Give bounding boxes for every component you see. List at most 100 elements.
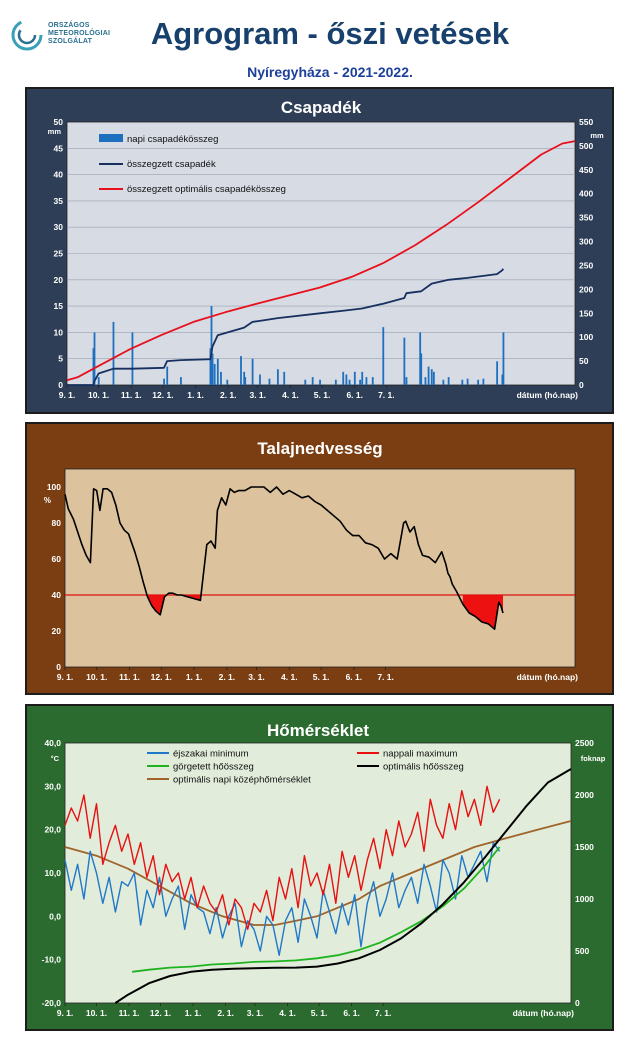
- chart-title: Hőmérséklet: [267, 721, 369, 740]
- legend-label: összegzett optimális csapadékösszeg: [127, 184, 286, 195]
- x-tick-label: 11. 1.: [119, 1008, 140, 1018]
- optimal-cumulative-line: [66, 140, 576, 382]
- precip-bar: [251, 358, 254, 385]
- legend-label: éjszakai minimum: [173, 749, 249, 760]
- x-tick-label: 2. 1.: [217, 1008, 234, 1018]
- y2-tick-label: 500: [579, 141, 593, 151]
- y-tick-label: 20,0: [44, 825, 61, 835]
- precip-bar: [419, 332, 422, 385]
- legend-swatch-daily: [99, 134, 123, 142]
- y-tick-label: 0: [56, 662, 61, 672]
- precip-bar: [216, 358, 219, 385]
- precip-bar: [311, 377, 314, 385]
- x-tick-label: 4. 1.: [282, 390, 299, 400]
- precip-bar: [240, 356, 242, 385]
- legend-label: összegzett csapadék: [127, 159, 216, 170]
- y2-tick-label: 500: [575, 946, 589, 956]
- precip-bar: [97, 377, 100, 385]
- y-tick-label: 35: [54, 196, 64, 206]
- y2-tick-label: 2000: [575, 790, 594, 800]
- precip-bar: [276, 369, 279, 385]
- precip-bar: [382, 327, 385, 385]
- temperature-chart: Hőmérséklet 9. 1. 10. 1. 11. 1. 12. 1. 1. 1. 2…: [42, 721, 606, 1018]
- optimal-daily-mean-line: [64, 820, 572, 926]
- y-tick-label: 30,0: [44, 781, 61, 791]
- precip-bar: [268, 378, 271, 385]
- precip-bar: [131, 332, 134, 385]
- x-tick-label: 1. 1.: [185, 1008, 202, 1018]
- x-tick-label: 2. 1.: [219, 672, 236, 682]
- x-tick-label: 7. 1.: [377, 672, 394, 682]
- x-tick-label: 3. 1.: [248, 672, 265, 682]
- x-tick-label: 9. 1.: [57, 672, 74, 682]
- y2-tick-label: 150: [579, 308, 593, 318]
- x-tick-label: 5. 1.: [311, 1008, 328, 1018]
- precip-bar: [93, 332, 96, 385]
- soil-moisture-line: [64, 486, 504, 630]
- precip-bar: [226, 379, 229, 385]
- precip-bar: [180, 377, 182, 385]
- precip-bar: [210, 306, 213, 385]
- logo-icon: [11, 19, 43, 51]
- precip-bar: [166, 366, 169, 385]
- y-tick-label: 5: [58, 354, 63, 364]
- precipitation-panel: Csapadék 9. 1. 10. 1. 11. 1. 12. 1. 1. 1. 2. 1…: [25, 87, 614, 414]
- legend-label: optimális napi középhőmérséklet: [173, 775, 311, 786]
- y-tick-label: 10,0: [44, 868, 61, 878]
- x-tick-label: 1. 1.: [187, 390, 204, 400]
- precip-bar: [92, 348, 95, 385]
- y-tick-label: 60: [52, 554, 62, 564]
- y-tick-label: -10,0: [42, 955, 62, 965]
- x-axis-unit-label: dátum (hó.nap): [513, 1008, 575, 1018]
- soil-moisture-chart: Talajnedvesség 9. 1. 10. 1. 11. 1. 12. 1. 1. …: [44, 439, 578, 682]
- precip-bar: [112, 321, 115, 385]
- y-tick-label: 40: [52, 590, 62, 600]
- y-axis-unit: mm: [48, 127, 62, 136]
- precip-bar: [442, 379, 445, 385]
- page-subtitle: Nyíregyháza - 2021-2022.: [247, 64, 413, 80]
- y-tick-label: 80: [52, 518, 62, 528]
- precip-bar: [283, 371, 286, 385]
- precip-bar: [371, 377, 374, 385]
- precip-bar: [211, 353, 214, 385]
- precip-bar: [477, 379, 480, 385]
- plot-area: [64, 468, 576, 668]
- x-tick-label: 4. 1.: [279, 1008, 296, 1018]
- x-tick-label: 10. 1.: [88, 390, 109, 400]
- y2-axis-unit: mm: [590, 131, 604, 140]
- legend-label: napi csapadékösszeg: [127, 134, 218, 145]
- temperature-panel: Hőmérséklet 9. 1. 10. 1. 11. 1. 12. 1. 1. 1. 2…: [25, 704, 614, 1031]
- y-tick-label: 45: [54, 143, 64, 153]
- x-tick-label: 12. 1.: [152, 390, 173, 400]
- logo-text: ORSZÁGOS METEOROLÓGIAI SZOLGÁLAT: [48, 22, 111, 45]
- x-tick-label: 10. 1.: [86, 1008, 107, 1018]
- precip-bar: [447, 377, 450, 385]
- y-tick-label: 40: [54, 170, 64, 180]
- y-axis-unit: °C: [51, 754, 60, 763]
- x-tick-label: 7. 1.: [375, 1008, 392, 1018]
- precip-bar: [209, 348, 212, 385]
- precip-bar: [424, 377, 427, 385]
- y2-tick-label: 50: [579, 356, 589, 366]
- precip-bar: [365, 377, 368, 385]
- omsz-logo: ORSZÁGOS METEOROLÓGIAI SZOLGÁLAT: [10, 18, 130, 54]
- precip-bar: [319, 379, 321, 385]
- x-tick-label: 11. 1.: [121, 390, 142, 400]
- precip-bar: [427, 366, 430, 385]
- precip-bar: [334, 379, 337, 385]
- precip-bar: [482, 378, 485, 385]
- y-tick-label: 50: [54, 117, 64, 127]
- y2-tick-label: 0: [579, 380, 584, 390]
- y2-tick-label: 450: [579, 165, 593, 175]
- y2-tick-label: 400: [579, 189, 593, 199]
- precipitation-chart: Csapadék 9. 1. 10. 1. 11. 1. 12. 1. 1. 1. 2. 1…: [48, 98, 604, 400]
- precip-bar: [243, 371, 246, 385]
- y2-tick-label: 1000: [575, 894, 594, 904]
- precip-bar: [259, 374, 261, 385]
- x-tick-label: 10. 1.: [86, 672, 107, 682]
- precip-bar: [501, 374, 504, 385]
- y2-tick-label: 100: [579, 332, 593, 342]
- rolling-heat-sum-line: [132, 846, 501, 973]
- optimal-heat-sum-line: [114, 768, 572, 1004]
- y2-tick-label: 1500: [575, 842, 594, 852]
